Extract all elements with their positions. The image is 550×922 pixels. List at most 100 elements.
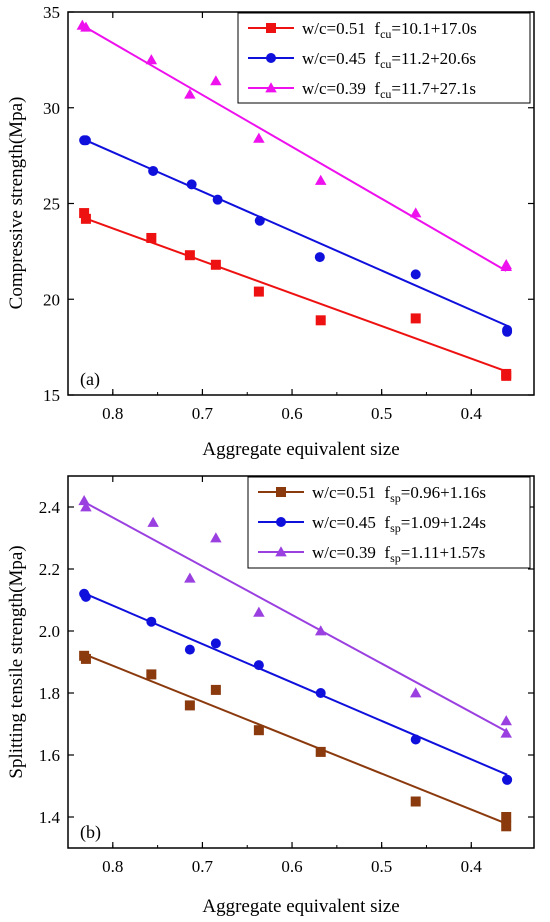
chart-panel-a: 0.8 0.7 0.6 0.5 0.4 15 20 25 30 35 w/c=0.51 fcu=1… bbox=[6, 3, 535, 460]
data-point-square bbox=[501, 812, 512, 822]
data-point-square bbox=[253, 286, 264, 297]
panel-label: (b) bbox=[80, 822, 101, 843]
data-point-triangle bbox=[500, 260, 512, 272]
data-point-circle bbox=[212, 194, 223, 205]
legend-entry: w/c=0.45 fcu=11.2+20.6s bbox=[248, 49, 476, 71]
x-tick-label: 0.8 bbox=[102, 404, 123, 423]
y-tick-label: 25 bbox=[43, 195, 60, 214]
y-tick-label: 20 bbox=[43, 290, 60, 309]
data-point-triangle bbox=[145, 54, 158, 65]
data-point-square bbox=[501, 368, 512, 379]
data-point-triangle bbox=[253, 606, 265, 617]
data-point-square bbox=[79, 208, 90, 219]
panel-label: (a) bbox=[80, 369, 100, 390]
x-tick-label: 0.5 bbox=[371, 857, 392, 876]
y-tick-label: 1.4 bbox=[39, 808, 61, 827]
data-point-circle bbox=[186, 179, 197, 190]
data-point-triangle bbox=[314, 625, 327, 636]
data-point-square bbox=[410, 313, 421, 324]
legend-entry: w/c=0.39 fsp=1.11+1.57s bbox=[258, 543, 485, 565]
x-tick-label: 0.7 bbox=[192, 404, 214, 423]
data-point-triangle bbox=[210, 532, 222, 543]
y-tick-label: 2.2 bbox=[39, 560, 60, 579]
data-point-circle bbox=[314, 252, 325, 263]
data-point-square bbox=[253, 725, 264, 736]
data-point-circle bbox=[315, 688, 326, 698]
data-point-circle bbox=[148, 165, 159, 176]
axis-ticks: 0.8 0.7 0.6 0.5 0.4 15 20 25 30 35 bbox=[43, 3, 534, 423]
y-tick-label: 15 bbox=[43, 386, 60, 405]
x-tick-label: 0.5 bbox=[371, 404, 392, 423]
data-point-circle bbox=[184, 644, 195, 655]
data-point-triangle bbox=[80, 21, 92, 32]
data-point-triangle bbox=[265, 82, 277, 93]
x-tick-label: 0.6 bbox=[281, 404, 302, 423]
x-tick-label: 0.4 bbox=[461, 857, 483, 876]
fit-line bbox=[83, 138, 508, 327]
y-tick-label: 35 bbox=[43, 3, 60, 22]
y-tick-label: 2.4 bbox=[39, 498, 61, 517]
legend: w/c=0.51 fsp=0.96+1.16s w/c=0.45 fsp=1.09… bbox=[247, 476, 531, 569]
x-axis-label: Aggregate equivalent size bbox=[202, 439, 399, 460]
data-point-triangle bbox=[80, 501, 92, 512]
data-point-circle bbox=[146, 616, 157, 627]
data-point-triangle bbox=[147, 516, 159, 527]
legend-label: w/c=0.51 fcu=10.1+17.0s bbox=[302, 19, 477, 41]
data-points bbox=[78, 495, 513, 832]
legend-entry: w/c=0.45 fsp=1.09+1.24s bbox=[258, 513, 486, 535]
y-axis-label: Compressive strength(Mpa) bbox=[6, 97, 27, 310]
legend-label: w/c=0.39 fsp=1.11+1.57s bbox=[312, 543, 485, 565]
y-tick-label: 2.0 bbox=[39, 622, 60, 641]
x-tick-label: 0.6 bbox=[281, 857, 302, 876]
x-axis-label: Aggregate equivalent size bbox=[202, 896, 399, 917]
data-point-circle bbox=[410, 734, 421, 745]
y-tick-label: 1.8 bbox=[39, 684, 60, 703]
legend: w/c=0.51 fcu=10.1+17.0s w/c=0.45 fcu=11.2… bbox=[237, 12, 531, 104]
data-point-square bbox=[266, 23, 276, 33]
data-point-square bbox=[276, 487, 286, 497]
data-point-circle bbox=[80, 591, 91, 602]
legend-label: w/c=0.51 fsp=0.96+1.16s bbox=[312, 483, 486, 505]
data-point-square bbox=[210, 259, 221, 270]
y-tick-label: 30 bbox=[43, 99, 60, 118]
x-tick-label: 0.8 bbox=[102, 857, 123, 876]
data-point-circle bbox=[80, 135, 91, 146]
data-point-triangle bbox=[210, 75, 222, 86]
data-point-circle bbox=[266, 53, 276, 63]
data-point-triangle bbox=[78, 495, 90, 506]
legend-entry: w/c=0.51 fsp=0.96+1.16s bbox=[258, 483, 486, 505]
data-point-square bbox=[315, 746, 326, 757]
data-point-triangle bbox=[253, 132, 265, 143]
x-tick-label: 0.4 bbox=[461, 404, 483, 423]
fit-line bbox=[83, 653, 507, 825]
x-tick-label: 0.7 bbox=[192, 857, 214, 876]
y-axis-label: Splitting tensile strength(Mpa) bbox=[6, 545, 27, 778]
data-point-triangle bbox=[409, 207, 422, 218]
legend-label: w/c=0.45 fcu=11.2+20.6s bbox=[302, 49, 476, 71]
data-point-triangle bbox=[184, 88, 196, 99]
data-point-square bbox=[184, 250, 195, 261]
fit-line bbox=[83, 217, 507, 373]
data-point-circle bbox=[276, 517, 286, 527]
data-point-circle bbox=[254, 215, 265, 226]
data-points bbox=[76, 19, 513, 381]
data-point-square bbox=[315, 315, 326, 326]
legend-label: w/c=0.45 fsp=1.09+1.24s bbox=[312, 513, 486, 535]
fit-line bbox=[83, 501, 507, 733]
data-point-circle bbox=[210, 638, 221, 649]
legend-entry: w/c=0.39 fcu=11.7+27.1s bbox=[248, 79, 476, 101]
data-point-triangle bbox=[314, 174, 327, 185]
data-point-circle bbox=[253, 660, 264, 671]
plot-frame bbox=[67, 475, 535, 849]
y-tick-label: 1.6 bbox=[39, 746, 60, 765]
fit-line bbox=[81, 24, 507, 272]
chart-panel-b: 0.8 0.7 0.6 0.5 0.4 1.4 1.6 1.8 2.0 2.2 2.4 w/c=0.… bbox=[6, 475, 535, 917]
data-point-triangle bbox=[275, 546, 287, 557]
data-point-circle bbox=[502, 326, 513, 337]
data-point-square bbox=[80, 213, 91, 224]
data-point-square bbox=[146, 232, 157, 243]
data-point-square bbox=[146, 669, 157, 680]
data-point-square bbox=[410, 796, 421, 807]
data-point-circle bbox=[410, 269, 421, 280]
